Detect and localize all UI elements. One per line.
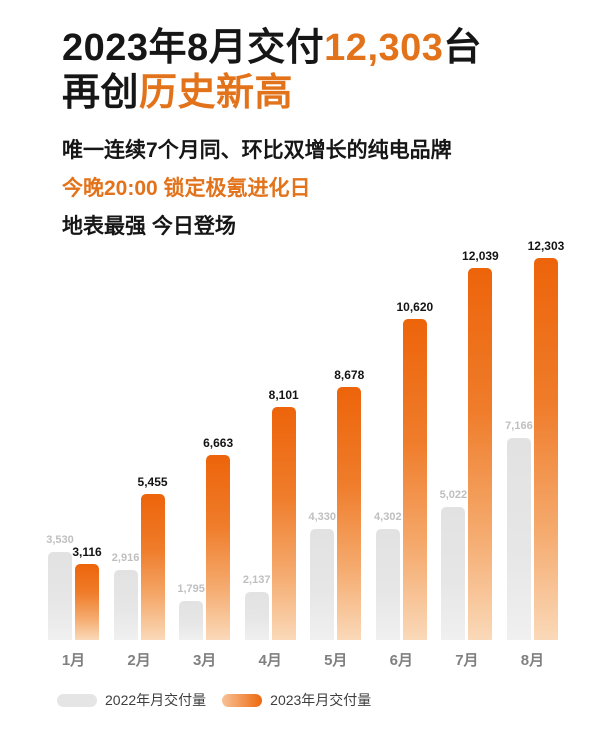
month-label-1: 1月 bbox=[61, 652, 86, 669]
bar-value-label-2023-month1: 3,116 bbox=[72, 545, 102, 559]
bar-column-2022-month2: 2,916 bbox=[111, 551, 140, 640]
bar-group-month1: 3,530 3,116 1月 bbox=[46, 237, 102, 670]
bar-group-month7: 5,022 12,039 7月 bbox=[439, 237, 499, 670]
bar-value-label-2023-month3: 6,663 bbox=[203, 436, 234, 450]
bar-column-2022-month5: 4,330 bbox=[308, 510, 337, 640]
bar-column-2022-month6: 4,302 bbox=[374, 510, 402, 640]
bar-column-2023-month5: 8,678 bbox=[334, 368, 365, 640]
bar-pair: 1,795 6,663 bbox=[177, 237, 234, 640]
bar-group-month3: 1,795 6,663 3月 bbox=[177, 237, 234, 670]
bar-2022-month8 bbox=[506, 438, 531, 640]
bar-pair: 3,530 3,116 bbox=[46, 237, 102, 640]
bar-column-2023-month2: 5,455 bbox=[137, 475, 168, 640]
bar-value-label-2023-month4: 8,101 bbox=[268, 388, 299, 402]
bar-2023-month1 bbox=[75, 564, 99, 640]
bar-2023-month4 bbox=[271, 407, 296, 640]
bar-value-label-2022-month6: 4,302 bbox=[374, 511, 402, 523]
bar-value-label-2023-month5: 8,678 bbox=[334, 368, 365, 382]
bar-column-2022-month1: 3,530 bbox=[46, 533, 74, 640]
month-label-8: 8月 bbox=[520, 652, 545, 669]
bar-column-2023-month3: 6,663 bbox=[203, 436, 234, 640]
title-line1-highlight: 12,303 bbox=[324, 27, 444, 69]
bar-value-label-2022-month7: 5,022 bbox=[439, 489, 468, 501]
month-label-4: 4月 bbox=[258, 652, 282, 669]
bar-value-label-2022-month1: 3,530 bbox=[46, 534, 74, 546]
bar-column-2023-month6: 10,620 bbox=[396, 300, 433, 640]
bar-2022-month3 bbox=[179, 601, 204, 640]
bar-2022-month7 bbox=[441, 507, 466, 640]
month-label-3: 3月 bbox=[192, 652, 217, 669]
bar-value-label-2022-month4: 2,137 bbox=[242, 574, 271, 586]
bar-group-month4: 2,137 8,101 4月 bbox=[242, 237, 299, 670]
bar-group-month2: 2,916 5,455 2月 bbox=[111, 237, 168, 670]
month-label-5: 5月 bbox=[324, 652, 348, 669]
chart-legend: 2022年月交付量 2023年月交付量 bbox=[57, 690, 371, 710]
subtitle-event-announcement: 今晚20:00 锁定极氪进化日 bbox=[62, 177, 311, 200]
bar-group-month5: 4,330 8,678 5月 bbox=[308, 237, 365, 670]
bar-column-2022-month4: 2,137 bbox=[242, 573, 271, 640]
bar-value-label-2022-month2: 2,916 bbox=[111, 552, 140, 564]
month-label-2: 2月 bbox=[127, 652, 151, 669]
subtitle-teaser: 地表最强 今日登场 bbox=[62, 215, 236, 238]
bar-column-2023-month1: 3,116 bbox=[72, 545, 102, 640]
legend-swatch-2023 bbox=[222, 693, 263, 707]
legend-label-2023: 2023年月交付量 bbox=[270, 692, 372, 708]
month-label-7: 7月 bbox=[455, 652, 479, 669]
bar-2023-month5 bbox=[337, 387, 362, 640]
bar-pair: 4,330 8,678 bbox=[308, 237, 365, 640]
title-line-2: 再创历史新高 bbox=[62, 71, 572, 116]
legend-label-2022: 2022年月交付量 bbox=[105, 692, 207, 708]
bar-pair: 7,166 12,303 bbox=[505, 237, 564, 640]
bar-pair: 5,022 12,039 bbox=[439, 237, 499, 640]
bar-column-2022-month8: 7,166 bbox=[505, 419, 533, 640]
title-line2-prefix: 再创 bbox=[62, 72, 140, 114]
bar-2023-month3 bbox=[206, 455, 231, 640]
bar-2022-month1 bbox=[48, 552, 72, 640]
bar-2023-month7 bbox=[468, 268, 493, 640]
bar-column-2023-month4: 8,101 bbox=[268, 388, 299, 640]
bar-column-2022-month7: 5,022 bbox=[439, 488, 468, 640]
bar-2022-month4 bbox=[244, 592, 269, 640]
bar-2022-month6 bbox=[375, 529, 400, 640]
bar-value-label-2023-month7: 12,039 bbox=[462, 249, 499, 263]
bar-value-label-2022-month5: 4,330 bbox=[308, 511, 337, 523]
title-line1-suffix: 台 bbox=[443, 27, 482, 69]
bar-value-label-2023-month2: 5,455 bbox=[137, 475, 168, 489]
bar-pair: 2,916 5,455 bbox=[111, 237, 168, 640]
title-line2-highlight: 历史新高 bbox=[139, 72, 294, 114]
bar-2022-month2 bbox=[113, 570, 138, 640]
bar-column-2023-month8: 12,303 bbox=[528, 239, 564, 640]
bar-value-label-2022-month8: 7,166 bbox=[505, 420, 533, 432]
header: 2023年8月交付12,303台 再创历史新高 唯一连续7个月同、环比双增长的纯… bbox=[62, 26, 572, 240]
bar-2023-month8 bbox=[533, 258, 558, 640]
bar-2023-month2 bbox=[140, 494, 165, 640]
bar-value-label-2023-month6: 10,620 bbox=[396, 300, 434, 314]
title-line1-prefix: 2023年8月交付 bbox=[62, 27, 325, 69]
bar-group-month6: 4,302 10,620 6月 bbox=[374, 237, 433, 670]
title-line-1: 2023年8月交付12,303台 bbox=[62, 26, 572, 71]
bar-value-label-2022-month3: 1,795 bbox=[177, 583, 205, 595]
bar-group-month8: 7,166 12,303 8月 bbox=[505, 237, 564, 670]
bar-value-label-2023-month8: 12,303 bbox=[527, 239, 565, 253]
legend-swatch-2022 bbox=[57, 693, 97, 707]
bar-pair: 4,302 10,620 bbox=[374, 237, 433, 640]
bar-2022-month5 bbox=[310, 529, 335, 640]
subtitle-growth-claim: 唯一连续7个月同、环比双增长的纯电品牌 bbox=[62, 139, 452, 162]
bar-2023-month6 bbox=[402, 319, 427, 640]
bar-column-2022-month3: 1,795 bbox=[177, 582, 205, 640]
bar-column-2023-month7: 12,039 bbox=[462, 249, 499, 640]
bar-chart: 3,530 3,116 1月 2,916 5,455 2月 1,795 6,663 3月 2,13… bbox=[46, 237, 564, 670]
bar-pair: 2,137 8,101 bbox=[242, 237, 299, 640]
month-label-6: 6月 bbox=[389, 652, 413, 669]
